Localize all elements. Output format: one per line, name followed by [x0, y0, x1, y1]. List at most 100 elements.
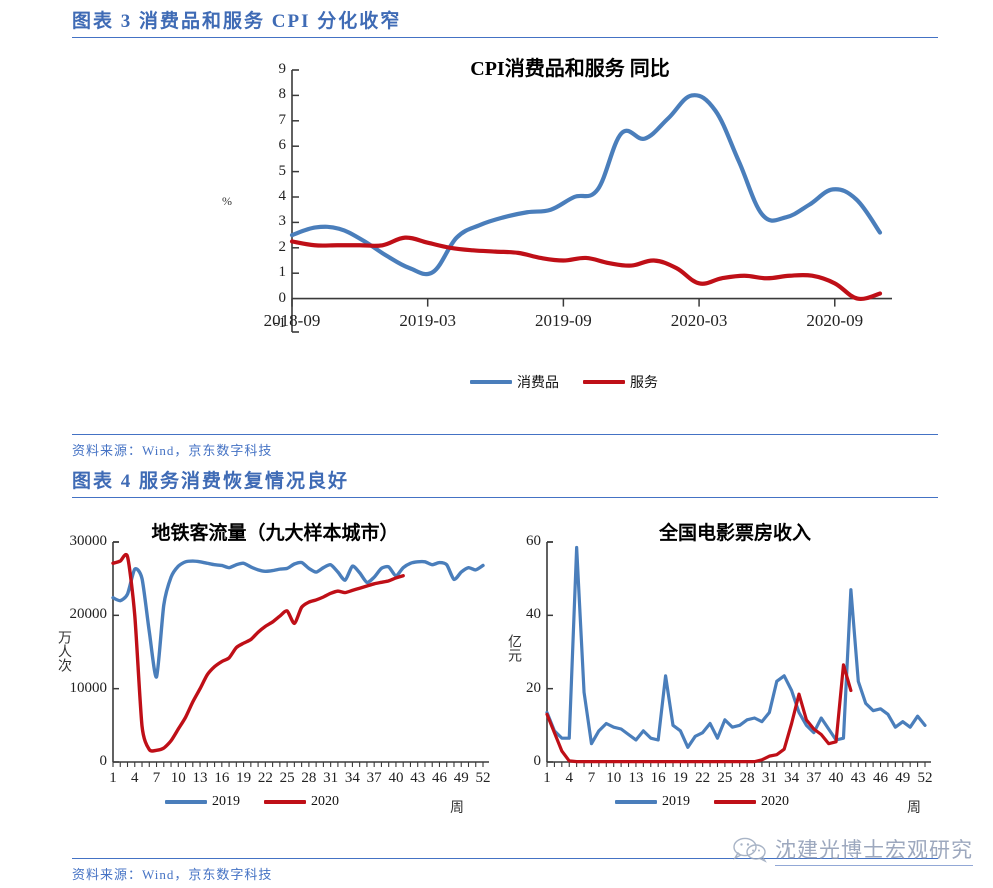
legend-entry-1: 2019 [615, 794, 690, 810]
boxoffice-plot-area [545, 541, 931, 767]
subway-plot-area [111, 541, 489, 767]
legend-label: 消费品 [517, 376, 559, 391]
cpi-y-tick: 6 [278, 137, 287, 154]
boxoffice-y-axis-label: 亿元 [506, 634, 521, 662]
legend-swatch [264, 800, 306, 804]
cpi-y-tick: 2 [278, 238, 287, 255]
legend-swatch [615, 800, 657, 804]
subway-x-tick: 37 [366, 770, 382, 786]
boxoffice-x-axis-label: 周 [907, 801, 921, 816]
boxoffice-x-tick: 16 [650, 770, 666, 786]
subway-x-tick: 28 [301, 770, 317, 786]
boxoffice-chart: 全国电影票房收入 亿元 2019 2020 周 0 20 40 60 1 4 7 10 13 16 1… [495, 512, 955, 822]
cpi-y-tick: 4 [278, 188, 287, 204]
boxoffice-x-tick: 49 [895, 770, 911, 786]
subway-x-tick: 25 [279, 770, 295, 786]
cpi-x-tick: 2018-09 [263, 310, 321, 330]
figure3-heading: 图表 3 消费品和服务 CPI 分化收窄 [72, 6, 938, 38]
boxoffice-x-tick: 28 [739, 770, 755, 786]
legend-label: 2019 [212, 794, 240, 809]
subway-x-tick: 34 [344, 770, 360, 786]
cpi-x-tick: 2020-09 [806, 310, 864, 330]
subway-x-tick: 52 [475, 770, 491, 786]
cpi-y-tick: 7 [278, 111, 287, 128]
boxoffice-x-tick: 1 [543, 770, 551, 786]
boxoffice-x-tick: 22 [695, 770, 711, 786]
boxoffice-y-tick: 60 [526, 533, 541, 549]
legend-swatch [714, 800, 756, 804]
legend-swatch [165, 800, 207, 804]
figure4-heading: 图表 4 服务消费恢复情况良好 [72, 466, 938, 498]
cpi-x-tick: 2019-03 [399, 310, 457, 330]
legend-entry-2: 2020 [264, 794, 339, 810]
legend-label: 2019 [662, 794, 690, 809]
legend-entry-2: 服务 [583, 372, 658, 392]
boxoffice-y-tick: 40 [526, 606, 541, 623]
cpi-chart: CPI消费品和服务 同比 % 消费品 服务 -1 0 1 2 3 4 5 6 7 8 9 2018-09… [220, 52, 920, 397]
boxoffice-x-tick: 19 [672, 770, 688, 786]
boxoffice-chart-title: 全国电影票房收入 [658, 523, 811, 544]
legend-entry-1: 消费品 [470, 372, 559, 392]
cpi-y-tick: 0 [278, 289, 287, 306]
legend-entry-1: 2019 [165, 794, 240, 810]
cpi-x-tick: 2020-03 [670, 310, 728, 330]
boxoffice-legend: 2019 2020 [615, 794, 807, 810]
boxoffice-x-tick: 25 [717, 770, 733, 786]
boxoffice-x-tick: 10 [606, 770, 622, 786]
subway-x-tick: 10 [170, 770, 186, 786]
subway-chart-title: 地铁客流量（九大样本城市） [151, 523, 399, 544]
boxoffice-y-tick: 0 [533, 753, 542, 769]
boxoffice-x-tick: 34 [784, 770, 800, 786]
subway-x-tick: 43 [410, 770, 426, 786]
subway-x-tick: 1 [109, 770, 117, 786]
subway-legend: 2019 2020 [165, 794, 357, 810]
cpi-y-axis-label: % [222, 194, 232, 208]
subway-x-tick: 19 [236, 770, 252, 786]
legend-label: 2020 [311, 794, 339, 809]
boxoffice-x-tick: 31 [761, 770, 777, 786]
subway-x-tick: 16 [214, 770, 230, 786]
legend-entry-2: 2020 [714, 794, 789, 810]
boxoffice-y-tick: 20 [526, 679, 541, 696]
cpi-y-tick: 5 [278, 162, 287, 179]
subway-x-tick: 13 [192, 770, 208, 786]
cpi-legend: 消费品 服务 [470, 372, 676, 392]
subway-x-tick: 4 [131, 770, 139, 786]
subway-x-tick: 7 [152, 770, 161, 786]
legend-swatch [583, 380, 625, 384]
cpi-y-tick: 3 [278, 213, 287, 230]
boxoffice-x-tick: 4 [565, 770, 573, 786]
legend-label: 服务 [630, 376, 658, 391]
subway-x-tick: 49 [453, 770, 469, 786]
subway-x-axis-label: 周 [450, 801, 464, 816]
boxoffice-x-tick: 43 [850, 770, 866, 786]
legend-label: 2020 [761, 794, 789, 809]
subway-y-tick: 0 [99, 753, 108, 769]
subway-x-tick: 46 [431, 770, 447, 786]
subway-y-tick: 10000 [69, 679, 108, 696]
boxoffice-x-tick: 13 [628, 770, 644, 786]
boxoffice-x-tick: 46 [873, 770, 889, 786]
boxoffice-x-tick: 7 [587, 770, 596, 786]
boxoffice-x-tick: 40 [828, 770, 844, 786]
cpi-chart-title: CPI消费品和服务 同比 [470, 58, 670, 80]
cpi-y-tick: 9 [278, 61, 287, 77]
boxoffice-x-tick: 37 [806, 770, 822, 786]
figure3-source: 资料来源：Wind，京东数字科技 [72, 434, 938, 459]
subway-chart: 地铁客流量（九大样本城市） 万人次 2019 2020 周 0 10000 20000… [45, 512, 500, 822]
watermark-text: 沈建光博士宏观研究 [775, 834, 973, 866]
boxoffice-x-tick: 52 [917, 770, 933, 786]
subway-y-tick: 20000 [69, 606, 108, 623]
figure4-source: 资料来源：Wind，京东数字科技 [72, 858, 938, 883]
cpi-y-tick: -1 [273, 315, 287, 331]
legend-swatch [470, 380, 512, 384]
cpi-x-tick: 2019-09 [535, 310, 592, 330]
subway-x-tick: 40 [388, 770, 404, 786]
subway-y-tick: 30000 [69, 533, 108, 549]
cpi-y-tick: 8 [278, 86, 287, 103]
cpi-plot-area [289, 69, 892, 333]
wechat-icon [733, 837, 767, 863]
subway-x-tick: 31 [323, 770, 339, 786]
watermark: 沈建光博士宏观研究 [733, 834, 973, 866]
